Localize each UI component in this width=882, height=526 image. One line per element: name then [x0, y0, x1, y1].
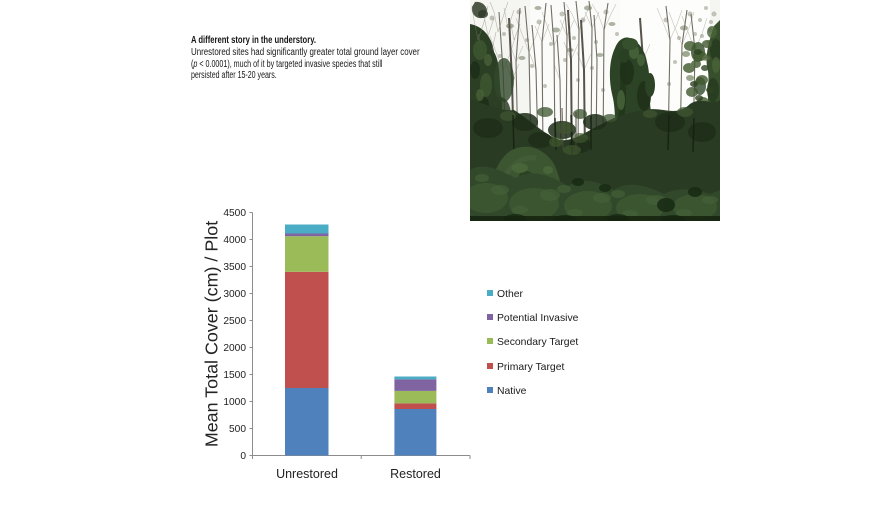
svg-text:500: 500 — [229, 424, 246, 435]
svg-text:Mean Total Cover (cm) / Plot: Mean Total Cover (cm) / Plot — [202, 221, 222, 447]
svg-text:4500: 4500 — [223, 208, 246, 219]
svg-text:Restored: Restored — [390, 467, 441, 481]
svg-text:0: 0 — [240, 451, 246, 462]
svg-text:3000: 3000 — [223, 289, 246, 300]
svg-text:Unrestored: Unrestored — [276, 467, 338, 481]
svg-text:2500: 2500 — [223, 316, 246, 327]
svg-text:2000: 2000 — [223, 343, 246, 354]
svg-text:1500: 1500 — [223, 370, 246, 381]
svg-text:1000: 1000 — [223, 397, 246, 408]
svg-text:4000: 4000 — [223, 235, 246, 246]
svg-text:3500: 3500 — [223, 262, 246, 273]
